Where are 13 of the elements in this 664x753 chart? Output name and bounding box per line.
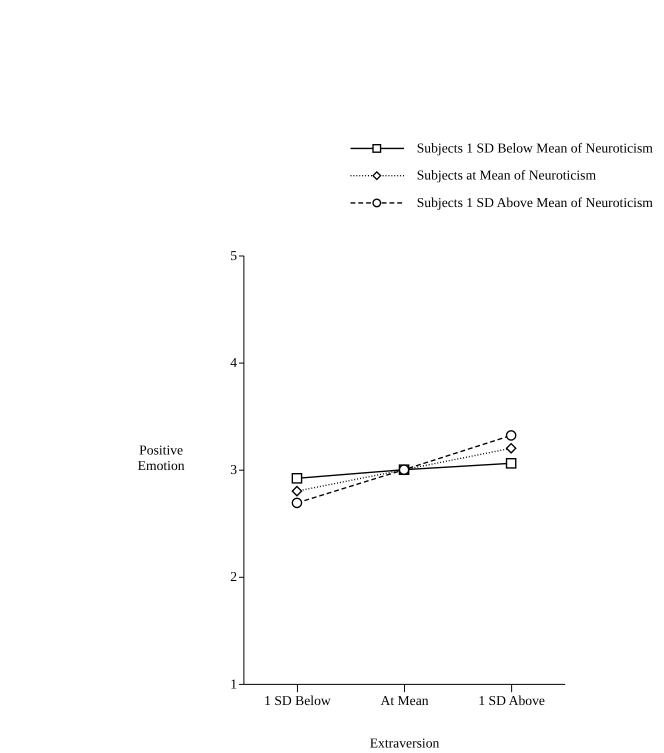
x-tick-label: 1 SD Below <box>264 692 331 708</box>
y-tick-label: 5 <box>230 248 238 263</box>
legend-label: Subjects 1 SD Above Mean of Neuroticism <box>416 194 654 210</box>
x-tick-label: At Mean <box>380 692 429 708</box>
y-tick-label: 2 <box>230 569 238 584</box>
y-axis-title: Positive Emotion <box>138 442 185 473</box>
y-tick-label: 3 <box>230 462 238 478</box>
y-tick-label: 4 <box>230 354 238 370</box>
legend-label: Subjects at Mean of Neuroticism <box>416 168 596 183</box>
legend-label: Subjects 1 SD Below Mean of Neuroticism <box>416 140 654 156</box>
y-tick-label: 1 <box>230 676 238 692</box>
x-tick-label: 1 SD Above <box>478 692 545 708</box>
x-axis-title: Extraversion <box>370 736 440 751</box>
